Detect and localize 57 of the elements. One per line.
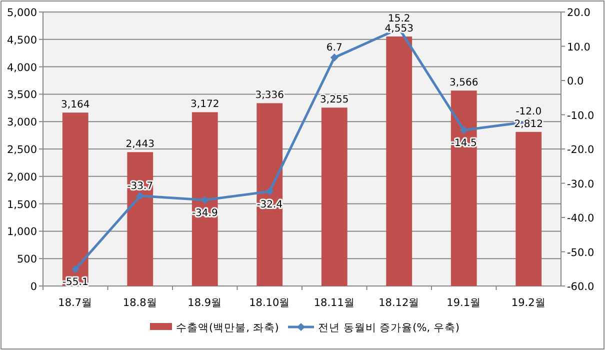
- y2-tick-label: 10.0: [567, 41, 590, 54]
- y-tick-label: 2,000: [6, 171, 37, 184]
- x-tick-label: 18.10월: [249, 297, 290, 309]
- x-tick-label: 18.8월: [122, 297, 158, 309]
- data-label: 3,566: [450, 78, 478, 89]
- data-label: 2,443: [126, 139, 154, 150]
- point: [266, 187, 274, 196]
- point: [136, 192, 144, 200]
- y2-tick-label: -60.0: [567, 281, 594, 293]
- bar: [62, 112, 88, 286]
- y-tick-label: 4,500: [6, 34, 37, 46]
- data-label: -34.9: [192, 208, 218, 220]
- y2-tick-label: 0.0: [567, 76, 584, 88]
- bar: [321, 108, 348, 286]
- y2-tick-label: -40.0: [567, 212, 594, 224]
- y-tick-label: 5,000: [6, 7, 37, 19]
- data-label: 3,164: [61, 100, 90, 111]
- data-label: 3,172: [190, 99, 220, 110]
- data-label: -32.4: [256, 199, 283, 210]
- bar: [386, 36, 412, 286]
- y-tick-label: 3,500: [6, 89, 37, 102]
- y2-tick-label: 20.0: [567, 7, 590, 19]
- data-label: 15.2: [388, 13, 410, 24]
- bar: [516, 132, 542, 286]
- data-label: -12.0: [516, 106, 542, 118]
- bar: [192, 112, 218, 286]
- data-label: -14.5: [450, 138, 477, 150]
- bar: [450, 90, 477, 286]
- data-label: -33.7: [127, 180, 154, 192]
- bar: [256, 103, 283, 286]
- y-tick-label: 1,000: [6, 226, 37, 238]
- data-label: 3,336: [255, 90, 284, 102]
- x-tick-label: 19.2월: [511, 297, 546, 309]
- y-tick-label: 0: [30, 281, 37, 293]
- point: [71, 265, 80, 274]
- bar: [127, 152, 154, 286]
- y2-tick-label: -10.0: [567, 110, 594, 122]
- x-tick-label: 18.11월: [314, 297, 355, 309]
- x-tick-label: 19.1월: [446, 297, 482, 309]
- legend-label: 전년 동월비 증가율(%, 우축): [318, 322, 460, 334]
- y-tick-label: 4,000: [6, 62, 37, 74]
- y-tick-label: 3,000: [6, 116, 37, 129]
- x-tick-label: 18.12월: [378, 297, 420, 309]
- point: [460, 126, 468, 134]
- data-label: 6.7: [326, 42, 342, 54]
- y-tick-label: 1,500: [6, 198, 37, 211]
- x-tick-label: 18.7월: [58, 297, 93, 309]
- y2-tick-label: -20.0: [567, 144, 594, 156]
- y-tick-label: 500: [16, 254, 37, 266]
- y2-tick-label: -30.0: [567, 178, 594, 190]
- data-label: -55.1: [62, 277, 88, 288]
- point: [330, 54, 338, 62]
- legend-label: 수출액(백만불, 좌축): [176, 322, 279, 334]
- x-tick-label: 18.9월: [188, 297, 222, 309]
- data-label: 3,255: [320, 94, 349, 106]
- y2-tick-label: -50.0: [567, 246, 594, 259]
- y-tick-label: 2,500: [6, 144, 37, 156]
